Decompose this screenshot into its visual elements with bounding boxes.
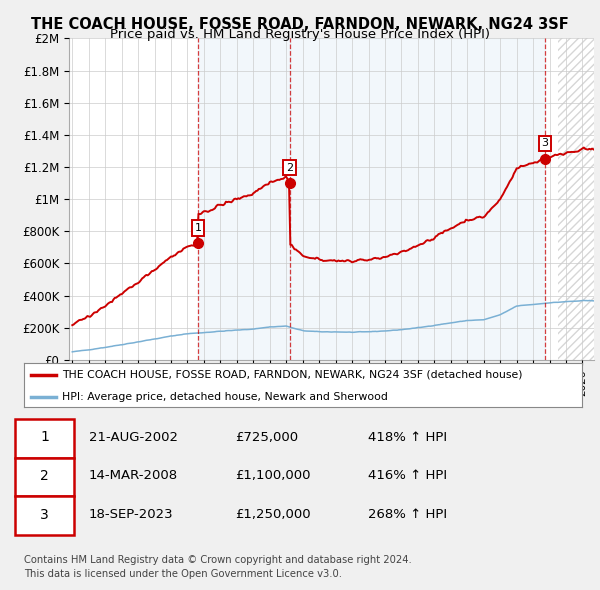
Text: 416% ↑ HPI: 416% ↑ HPI (368, 470, 447, 483)
Text: Contains HM Land Registry data © Crown copyright and database right 2024.
This d: Contains HM Land Registry data © Crown c… (24, 555, 412, 579)
Text: 2: 2 (286, 163, 293, 173)
Text: 3: 3 (541, 139, 548, 149)
FancyBboxPatch shape (15, 458, 74, 496)
Text: HPI: Average price, detached house, Newark and Sherwood: HPI: Average price, detached house, Newa… (62, 392, 388, 402)
Bar (198, 38, 290, 360)
Text: 21-AUG-2002: 21-AUG-2002 (89, 431, 178, 444)
Text: THE COACH HOUSE, FOSSE ROAD, FARNDON, NEWARK, NG24 3SF: THE COACH HOUSE, FOSSE ROAD, FARNDON, NE… (31, 17, 569, 31)
Text: 18-SEP-2023: 18-SEP-2023 (89, 508, 173, 521)
Text: £1,250,000: £1,250,000 (235, 508, 311, 521)
Text: Price paid vs. HM Land Registry's House Price Index (HPI): Price paid vs. HM Land Registry's House … (110, 28, 490, 41)
Bar (290, 38, 545, 360)
Text: 1: 1 (40, 430, 49, 444)
FancyBboxPatch shape (15, 496, 74, 535)
Text: 1: 1 (194, 223, 202, 233)
Text: 268% ↑ HPI: 268% ↑ HPI (368, 508, 447, 521)
Text: 14-MAR-2008: 14-MAR-2008 (89, 470, 178, 483)
FancyBboxPatch shape (15, 419, 74, 458)
Text: 2: 2 (40, 469, 49, 483)
Text: £725,000: £725,000 (235, 431, 298, 444)
Text: THE COACH HOUSE, FOSSE ROAD, FARNDON, NEWARK, NG24 3SF (detached house): THE COACH HOUSE, FOSSE ROAD, FARNDON, NE… (62, 370, 523, 380)
Text: 3: 3 (40, 507, 49, 522)
Text: 418% ↑ HPI: 418% ↑ HPI (368, 431, 447, 444)
Text: £1,100,000: £1,100,000 (235, 470, 311, 483)
